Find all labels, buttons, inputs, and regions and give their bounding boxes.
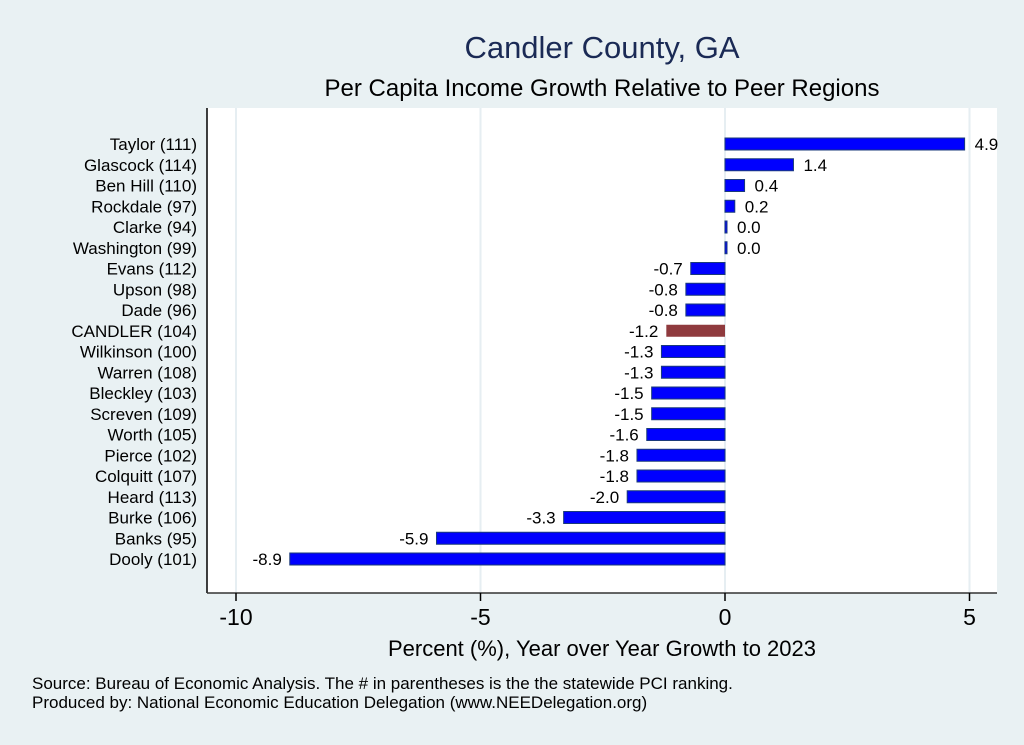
category-label: Pierce (102)	[104, 446, 197, 465]
category-label: Rockdale (97)	[91, 197, 197, 216]
category-label: Colquitt (107)	[95, 467, 197, 486]
bars	[289, 137, 966, 566]
bar	[651, 386, 726, 400]
category-label: Clarke (94)	[113, 218, 197, 237]
x-axis-ticks: -10 -5 0 5	[219, 593, 976, 630]
category-label: Heard (113)	[108, 488, 197, 507]
bar	[685, 282, 726, 296]
bar	[724, 137, 966, 151]
value-label: -1.8	[600, 446, 629, 465]
value-label: -1.6	[609, 426, 638, 445]
bar	[289, 552, 726, 566]
bar	[636, 448, 726, 462]
category-label: Dooly (101)	[109, 550, 197, 569]
value-label: -2.0	[590, 488, 619, 507]
value-label: -0.7	[653, 260, 682, 279]
bar	[651, 407, 726, 421]
bar	[724, 220, 728, 234]
bar	[666, 324, 725, 337]
bar	[646, 428, 726, 441]
value-label: -1.3	[624, 343, 653, 362]
bar	[660, 345, 726, 358]
category-labels: Taylor (111) Glascock (114) Ben Hill (110)…	[71, 135, 197, 569]
x-axis-label: Percent (%), Year over Year Growth to 20…	[388, 636, 816, 661]
x-tick-label: 0	[719, 604, 732, 630]
chart-subtitle: Per Capita Income Growth Relative to Pee…	[324, 75, 880, 102]
value-label: -0.8	[649, 280, 678, 299]
value-label: 0.4	[755, 177, 779, 196]
value-label: 1.4	[803, 156, 827, 175]
producer-note: Produced by: National Economic Education…	[32, 693, 648, 712]
bar	[724, 199, 736, 213]
value-label: -0.8	[649, 301, 678, 320]
value-label: -1.5	[614, 405, 643, 424]
category-label: Worth (105)	[108, 426, 197, 445]
value-label: -3.3	[526, 509, 555, 528]
category-label: CANDLER (104)	[71, 322, 197, 341]
value-label: -8.9	[252, 550, 281, 569]
x-tick-label: -5	[470, 604, 490, 630]
source-note: Source: Bureau of Economic Analysis. The…	[32, 674, 733, 693]
bar	[435, 531, 726, 545]
value-label: 0.0	[737, 239, 761, 258]
chart-title: Candler County, GA	[464, 30, 740, 65]
category-label: Evans (112)	[107, 260, 197, 279]
value-label: -1.5	[614, 384, 643, 403]
x-tick-label: -10	[219, 604, 252, 630]
category-label: Dade (96)	[121, 301, 197, 320]
bar	[636, 469, 726, 483]
category-label: Ben Hill (110)	[95, 177, 197, 196]
value-label: 0.2	[745, 197, 769, 216]
category-label: Upson (98)	[113, 280, 197, 299]
bar	[685, 303, 726, 317]
value-label: -1.3	[624, 363, 653, 382]
value-label: -1.8	[600, 467, 629, 486]
value-label: 0.0	[737, 218, 761, 237]
category-label: Screven (109)	[90, 405, 197, 424]
category-label: Burke (106)	[108, 509, 197, 528]
category-label: Washington (99)	[73, 239, 197, 258]
bar	[690, 262, 726, 275]
bar	[660, 365, 726, 379]
bar	[724, 241, 728, 255]
category-label: Warren (108)	[97, 363, 197, 382]
value-label: 4.9	[975, 135, 999, 154]
category-label: Bleckley (103)	[89, 384, 197, 403]
bar	[724, 179, 746, 192]
value-label: -1.2	[629, 322, 658, 341]
bar	[563, 511, 726, 524]
value-label: -5.9	[399, 529, 428, 548]
category-label: Banks (95)	[115, 529, 197, 548]
category-label: Wilkinson (100)	[80, 343, 197, 362]
bar	[626, 490, 726, 504]
x-tick-label: 5	[963, 604, 976, 630]
category-label: Taylor (111)	[110, 135, 197, 154]
value-labels: 4.91.40.40.20.00.0-0.7-0.8-0.8-1.2-1.3-1…	[252, 135, 998, 569]
bar	[724, 158, 794, 172]
category-label: Glascock (114)	[84, 156, 197, 175]
